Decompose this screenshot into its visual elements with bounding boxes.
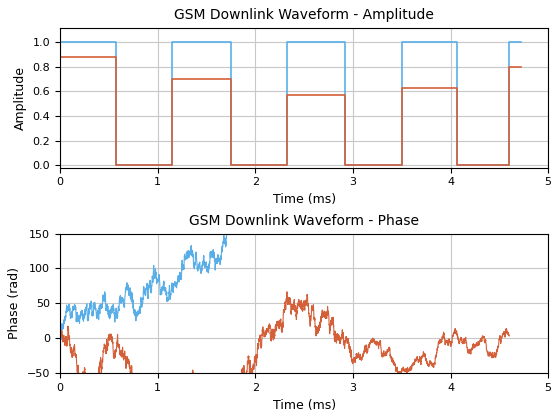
Title: GSM Downlink Waveform - Amplitude: GSM Downlink Waveform - Amplitude <box>174 8 434 22</box>
X-axis label: Time (ms): Time (ms) <box>273 193 335 206</box>
X-axis label: Time (ms): Time (ms) <box>273 399 335 412</box>
Y-axis label: Phase (rad): Phase (rad) <box>8 268 21 339</box>
Y-axis label: Amplitude: Amplitude <box>14 66 27 130</box>
Title: GSM Downlink Waveform - Phase: GSM Downlink Waveform - Phase <box>189 214 419 228</box>
